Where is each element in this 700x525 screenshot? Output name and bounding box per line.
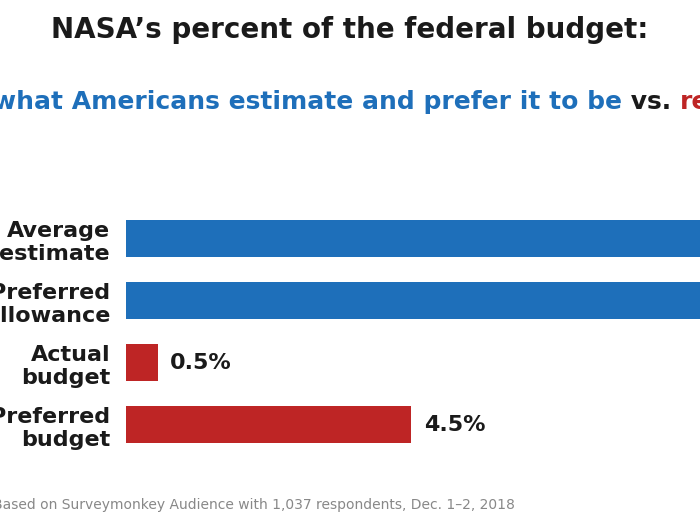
Text: Based on Surveymonkey Audience with 1,037 respondents, Dec. 1–2, 2018: Based on Surveymonkey Audience with 1,03… [0,498,515,512]
Text: 0.5%: 0.5% [170,353,232,373]
Bar [126,344,158,381]
Text: vs.: vs. [622,90,680,114]
Text: rea…: rea… [680,90,700,114]
Bar [126,406,411,444]
Bar [126,220,700,257]
Text: NASA’s percent of the federal budget:: NASA’s percent of the federal budget: [51,16,649,44]
Text: what Americans estimate and prefer it to be: what Americans estimate and prefer it to… [0,90,622,114]
Bar [126,282,700,319]
Text: 4.5%: 4.5% [424,415,485,435]
